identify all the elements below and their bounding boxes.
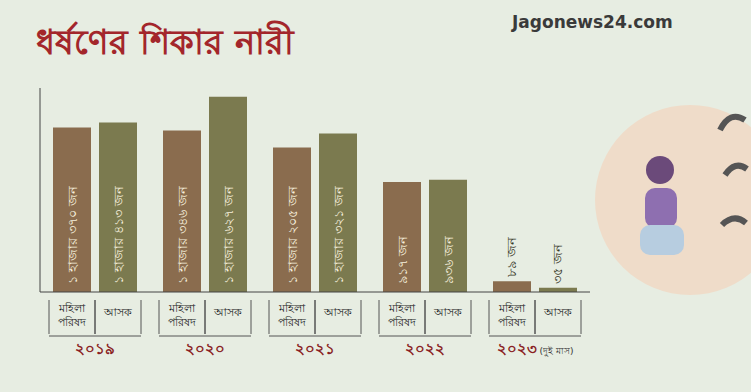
svg-text:মহিলা: মহিলা — [388, 302, 416, 315]
svg-text:৮৯ জন: ৮৯ জন — [505, 237, 520, 277]
svg-text:মহিলা: মহিলা — [278, 302, 306, 315]
svg-text:পরিষদ: পরিষদ — [168, 316, 196, 329]
svg-text:১ হাজার ৩২১ জন: ১ হাজার ৩২১ জন — [331, 186, 346, 284]
svg-text:মহিলা: মহিলা — [58, 302, 86, 315]
svg-text:২০১৯: ২০১৯ — [75, 340, 115, 358]
svg-text:আসক: আসক — [433, 306, 462, 319]
svg-text:১ হাজার ৩৪৬ জন: ১ হাজার ৩৪৬ জন — [175, 186, 190, 284]
svg-text:পরিষদ: পরিষদ — [278, 316, 306, 329]
svg-text:২০২২: ২০২২ — [405, 340, 445, 358]
svg-text:মহিলা: মহিলা — [168, 302, 196, 315]
svg-text:১ হাজার ৪১৩ জন: ১ হাজার ৪১৩ জন — [111, 186, 126, 284]
svg-text:২০২৩(দুই মাস): ২০২৩(দুই মাস) — [497, 340, 574, 358]
html-text:Jagonews24.com: Jagonews24.com — [512, 12, 673, 32]
svg-text:আসক: আসক — [103, 306, 132, 319]
svg-text:আসক: আসক — [543, 306, 572, 319]
svg-text:১ হাজার ২০৫ জন: ১ হাজার ২০৫ জন — [285, 186, 300, 284]
svg-text:পরিষদ: পরিষদ — [58, 316, 86, 329]
svg-text:মহিলা: মহিলা — [498, 302, 526, 315]
svg-text:২০২০: ২০২০ — [185, 340, 225, 358]
svg-text:৯১৭ জন: ৯১৭ জন — [395, 236, 410, 284]
svg-text:পরিষদ: পরিষদ — [388, 316, 416, 329]
svg-text:২০২১: ২০২১ — [295, 340, 335, 358]
svg-text:পরিষদ: পরিষদ — [498, 316, 526, 329]
svg-text:৩৫ জন: ৩৫ জন — [551, 244, 566, 284]
svg-text:১ হাজার ৬২৭ জন: ১ হাজার ৬২৭ জন — [221, 186, 236, 284]
svg-text:আসক: আসক — [213, 306, 242, 319]
html-text:ধর্ষণের শিকার নারী: ধর্ষণের শিকার নারী — [36, 22, 294, 62]
svg-text:১ হাজার ৩৭০ জন: ১ হাজার ৩৭০ জন — [65, 186, 80, 284]
svg-text:৯৩৬ জন: ৯৩৬ জন — [441, 236, 456, 284]
svg-text:আসক: আসক — [323, 306, 352, 319]
